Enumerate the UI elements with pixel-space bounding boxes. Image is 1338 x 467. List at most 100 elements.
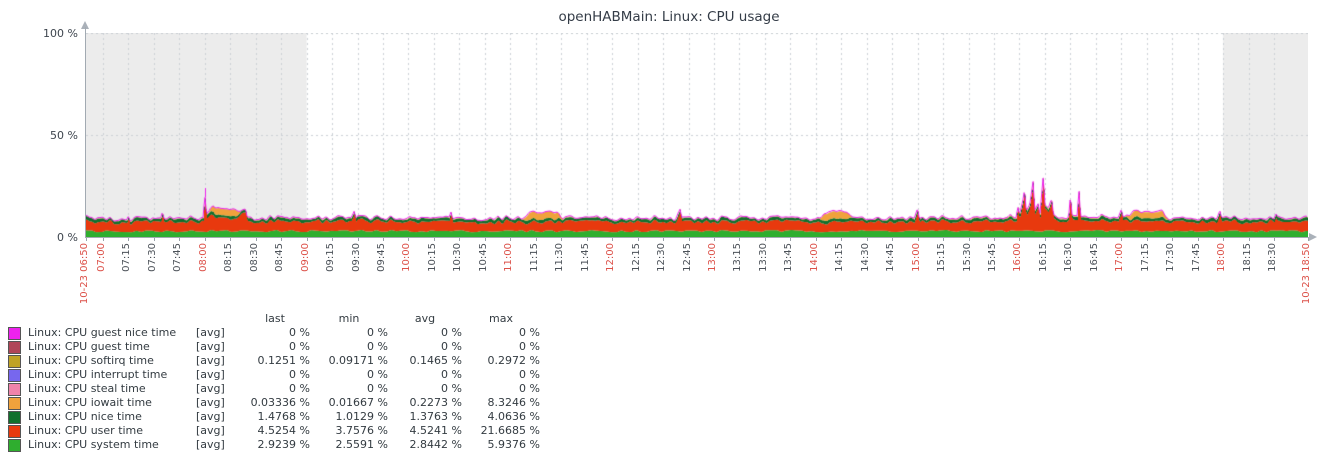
y-axis-label-50: 50 % bbox=[50, 129, 78, 142]
legend-series-tag: [avg] bbox=[196, 381, 225, 395]
x-tick-label: 09:15 bbox=[325, 243, 337, 272]
legend-value-avg: 0 % bbox=[441, 381, 462, 395]
x-axis bbox=[85, 237, 1309, 238]
x-tick-label: 12:30 bbox=[656, 243, 668, 272]
x-tick-label: 07:45 bbox=[172, 243, 184, 272]
legend-value-max: 0 % bbox=[519, 325, 540, 339]
x-tick-mark bbox=[612, 238, 614, 241]
x-tick-label: 10-23 06:50 bbox=[79, 243, 90, 305]
legend-swatch-cell bbox=[8, 382, 28, 396]
x-tick-mark bbox=[1095, 238, 1097, 241]
legend-swatch-icon bbox=[8, 410, 21, 424]
legend-header-max: max bbox=[489, 312, 513, 325]
x-tick-label: 08:00 bbox=[197, 243, 209, 272]
x-tick-label: 15:15 bbox=[936, 243, 948, 272]
legend-series-name: Linux: CPU guest nice time bbox=[28, 325, 177, 339]
x-tick-label: 08:45 bbox=[274, 243, 286, 272]
legend-swatch-icon bbox=[8, 396, 21, 410]
x-tick-label: 09:00 bbox=[299, 243, 311, 272]
x-tick-label: 10:30 bbox=[452, 243, 464, 272]
x-tick-label: 16:00 bbox=[1012, 243, 1024, 272]
x-tick-mark bbox=[1308, 238, 1309, 241]
legend-value-max: 8.3246 % bbox=[487, 395, 540, 409]
x-tick-label: 15:30 bbox=[961, 243, 973, 272]
x-tick-mark bbox=[688, 238, 690, 241]
x-tick-mark bbox=[459, 238, 461, 241]
legend-swatch-icon bbox=[8, 354, 21, 368]
x-tick-label: 17:00 bbox=[1114, 243, 1126, 272]
x-tick-label: 08:15 bbox=[223, 243, 235, 272]
legend-value-min: 0 % bbox=[367, 325, 388, 339]
legend-swatch-icon bbox=[8, 438, 21, 452]
plot-area[interactable] bbox=[86, 33, 1308, 237]
cpu-usage-plot-canvas[interactable] bbox=[86, 33, 1308, 237]
y-axis-label-0: 0 % bbox=[57, 231, 78, 244]
legend-series-name: Linux: CPU guest time bbox=[28, 339, 150, 353]
x-tick-label: 11:00 bbox=[503, 243, 515, 272]
legend-series-name: Linux: CPU user time bbox=[28, 423, 144, 437]
x-tick-mark bbox=[1044, 238, 1046, 241]
x-tick-label: 16:15 bbox=[1037, 243, 1049, 272]
x-tick-mark bbox=[994, 238, 995, 241]
x-tick-label: 18:15 bbox=[1241, 243, 1253, 272]
legend-series-tag: [avg] bbox=[196, 325, 225, 339]
legend-value-min: 0 % bbox=[367, 339, 388, 353]
x-tick-label: 08:30 bbox=[248, 243, 260, 272]
legend-swatch-cell bbox=[8, 326, 28, 340]
x-tick-mark bbox=[841, 238, 843, 241]
x-tick-label: 15:00 bbox=[910, 243, 922, 272]
legend-series-name: Linux: CPU nice time bbox=[28, 409, 142, 423]
x-tick-label: 13:45 bbox=[783, 243, 795, 272]
x-tick-mark bbox=[637, 238, 639, 241]
x-tick-mark bbox=[663, 238, 665, 241]
legend-value-avg: 1.3763 % bbox=[409, 409, 462, 423]
legend-value-max: 0 % bbox=[519, 381, 540, 395]
x-tick-label: 16:45 bbox=[1088, 243, 1100, 272]
x-tick-mark bbox=[433, 238, 435, 241]
legend-value-min: 3.7576 % bbox=[335, 423, 388, 437]
x-tick-label: 18:30 bbox=[1267, 243, 1279, 272]
legend-value-max: 0.2972 % bbox=[487, 353, 540, 367]
x-tick-label: 11:15 bbox=[528, 243, 540, 272]
x-tick-mark bbox=[866, 238, 868, 241]
legend-series-name: Linux: CPU softirq time bbox=[28, 353, 154, 367]
legend-value-last: 0 % bbox=[289, 367, 310, 381]
x-tick-mark bbox=[739, 238, 741, 241]
legend-value-min: 1.0129 % bbox=[335, 409, 388, 423]
legend-value-avg: 0 % bbox=[441, 367, 462, 381]
x-tick-mark bbox=[561, 238, 563, 241]
x-tick-mark bbox=[1197, 238, 1199, 241]
y-axis bbox=[85, 27, 86, 237]
legend-swatch-cell bbox=[8, 438, 28, 452]
legend-value-max: 0 % bbox=[519, 339, 540, 353]
y-axis-arrow-icon bbox=[81, 21, 89, 29]
x-tick-label: 15:45 bbox=[987, 243, 998, 272]
x-tick-label: 11:30 bbox=[554, 243, 566, 272]
x-tick-mark bbox=[255, 238, 257, 241]
x-tick-label: 17:15 bbox=[1139, 243, 1151, 272]
x-tick-mark bbox=[510, 238, 512, 241]
legend-value-avg: 2.8442 % bbox=[409, 437, 462, 451]
legend-value-last: 0.03336 % bbox=[250, 395, 310, 409]
x-tick-label: 18:00 bbox=[1216, 243, 1228, 272]
legend-value-min: 0 % bbox=[367, 381, 388, 395]
legend-header-min: min bbox=[338, 312, 360, 325]
legend-value-avg: 4.5241 % bbox=[409, 423, 462, 437]
legend-value-last: 0.1251 % bbox=[257, 353, 310, 367]
graph-title: openHABMain: Linux: CPU usage bbox=[558, 9, 780, 25]
x-tick-mark bbox=[892, 238, 894, 241]
legend-series-tag: [avg] bbox=[196, 437, 225, 451]
x-tick-mark bbox=[102, 238, 104, 241]
legend-header-last: last bbox=[265, 312, 285, 325]
x-tick-label: 10:00 bbox=[401, 243, 413, 272]
x-tick-label: 14:30 bbox=[859, 243, 871, 272]
legend-swatch-cell bbox=[8, 354, 28, 368]
legend-value-min: 0.01667 % bbox=[328, 395, 388, 409]
x-tick-mark bbox=[1070, 238, 1072, 241]
legend-swatch-cell bbox=[8, 424, 28, 438]
x-tick-mark bbox=[917, 238, 919, 241]
legend-table: last min avg max Linux: CPU guest nice t… bbox=[8, 312, 540, 452]
x-tick-label: 13:30 bbox=[757, 243, 769, 272]
x-tick-mark bbox=[1121, 238, 1123, 241]
